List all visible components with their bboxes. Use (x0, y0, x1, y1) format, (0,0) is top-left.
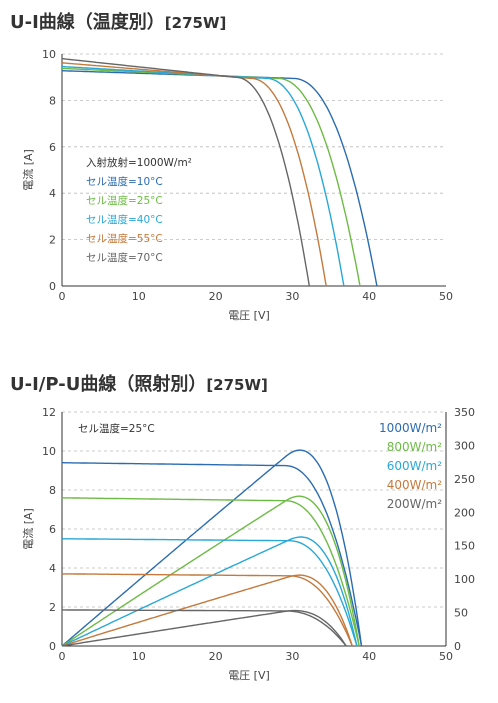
chart1-title-suffix: [275W] (164, 14, 227, 32)
x-tick-label: 40 (362, 290, 376, 303)
y2-tick-label: 200 (454, 506, 475, 519)
y-tick-label: 12 (42, 406, 56, 419)
y2-tick-label: 300 (454, 439, 475, 452)
y2-tick-label: 250 (454, 473, 475, 486)
chart2-title-text: U-I/P-U曲線（照射別） (10, 374, 207, 395)
x-tick-label: 30 (285, 290, 299, 303)
chart2-title-suffix: [275W] (206, 376, 268, 394)
iv-curve-3 (61, 573, 353, 647)
iv-curve-4 (62, 609, 347, 647)
legend-entry: セル温度=10°C (86, 175, 163, 188)
chart1-title: U-I曲線（温度別）[275W] (10, 8, 226, 34)
x-tick-label: 20 (209, 290, 223, 303)
x-tick-label: 0 (59, 290, 66, 303)
x-tick-label: 0 (59, 650, 66, 663)
y-tick-label: 4 (49, 562, 56, 575)
y2-tick-label: 0 (454, 640, 461, 653)
iv-curve-3 (61, 62, 327, 287)
y2-tick-label: 150 (454, 540, 475, 553)
iv-curve-0 (62, 462, 363, 647)
x-tick-label: 50 (439, 650, 453, 663)
x-tick-label: 50 (439, 290, 453, 303)
x-tick-label: 10 (132, 650, 146, 663)
y-tick-label: 2 (49, 234, 56, 247)
x-axis-label: 電圧 [V] (228, 669, 270, 682)
y-tick-label: 6 (49, 141, 56, 154)
y-tick-label: 10 (42, 445, 56, 458)
y-tick-label: 2 (49, 601, 56, 614)
y-tick-label: 0 (49, 640, 56, 653)
legend-entry: 800W/m² (387, 440, 443, 454)
pu-curve-1 (61, 495, 360, 647)
y2-tick-label: 350 (454, 406, 475, 419)
legend-entry: セル温度=70°C (86, 251, 163, 264)
y-tick-label: 10 (42, 48, 56, 61)
y-tick-label: 8 (49, 94, 56, 107)
iv-curve-1 (62, 497, 360, 647)
pu-curve-3 (61, 574, 353, 647)
x-tick-label: 40 (362, 650, 376, 663)
legend-entry: セル温度=55°C (86, 232, 163, 245)
x-axis-label: 電圧 [V] (228, 309, 270, 322)
pu-curve-0 (61, 449, 363, 647)
y-axis-label: 電流 [A] (21, 508, 35, 550)
y-tick-label: 8 (49, 484, 56, 497)
chart1-title-text: U-I曲線（温度別） (10, 12, 165, 33)
pu-curve-4 (61, 609, 347, 647)
legend-entry: 200W/m² (387, 497, 443, 511)
iv-curve-4 (61, 57, 310, 287)
legend-entry: セル温度=25°C (86, 194, 163, 207)
legend-entry: 600W/m² (387, 459, 443, 473)
legend-title: 入射放射=1000W/m² (86, 156, 192, 169)
ui-pu-curve-irradiance-chart: 0 10 20 30 40 5002468101205010015020025030035… (21, 406, 475, 682)
ui-curve-temperature-chart: 0 10 20 30 40 50 0 2 4 6 8 10 電圧 [V] 電流 [A] 入射放射=1000W… (21, 48, 453, 322)
y-tick-label: 0 (49, 280, 56, 293)
x-tick-label: 10 (132, 290, 146, 303)
y-axis-label: 電流 [A] (21, 149, 35, 191)
y2-tick-label: 100 (454, 573, 475, 586)
legend-entry: 1000W/m² (379, 421, 442, 435)
x-tick-label: 30 (285, 650, 299, 663)
annotation: セル温度=25°C (78, 422, 155, 435)
legend-entry: セル温度=40°C (86, 213, 163, 226)
iv-curve-2 (62, 538, 358, 647)
chart2-title: U-I/P-U曲線（照射別）[275W] (10, 370, 268, 396)
legend-entry: 400W/m² (387, 478, 443, 492)
x-tick-label: 20 (209, 650, 223, 663)
pu-curve-2 (61, 536, 358, 647)
y2-tick-label: 50 (454, 607, 468, 620)
y-tick-label: 6 (49, 523, 56, 536)
y-tick-label: 4 (49, 187, 56, 200)
